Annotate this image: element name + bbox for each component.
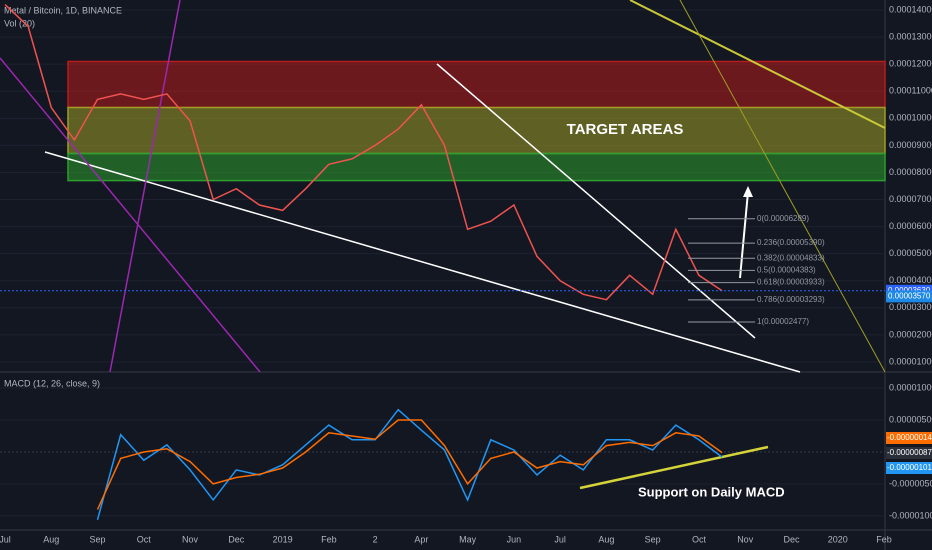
fib-label: 0.786(0.00003293) [757, 295, 825, 304]
y-tick-label: 0.00011000 [889, 86, 932, 96]
y-tick-label: 0.00005000 [889, 248, 932, 258]
x-tick-label: Dec [228, 534, 245, 544]
x-tick-label: Aug [43, 534, 59, 544]
x-tick-label: May [459, 534, 477, 544]
arrow [739, 191, 749, 279]
x-tick-label: Nov [737, 534, 754, 544]
y-tick-label: 0.00012000 [889, 59, 932, 69]
annotation: Support on Daily MACD [638, 484, 785, 499]
x-tick-label: Jul [554, 534, 566, 544]
price-tag-label: 0.00003630 [888, 286, 931, 295]
y-tick-label: 0.00013000 [889, 31, 932, 41]
x-tick-label: Dec [783, 534, 800, 544]
trend-line [436, 63, 756, 339]
fib-label: 0.618(0.00003933) [757, 278, 825, 287]
y-tick-label: 0.00014000 [889, 4, 932, 14]
x-tick-label: Sep [645, 534, 661, 544]
x-tick-label: 2019 [273, 534, 293, 544]
fib-label: 0.236(0.00005390) [757, 238, 825, 247]
arrow-head [743, 186, 753, 197]
x-tick-label: Feb [321, 534, 337, 544]
readout-tag [886, 462, 932, 474]
y-tick-label: 0.00006000 [889, 221, 932, 231]
x-tick-label: Oct [692, 534, 707, 544]
x-tick-label: Sep [90, 534, 106, 544]
y-tick-label: 0.00002000 [889, 329, 932, 339]
indicator-label: MACD (12, 26, close, 9) [4, 378, 100, 388]
y-tick-label: 0.00003000 [889, 302, 932, 312]
y-tick-label: 0.00010000 [889, 113, 932, 123]
x-tick-label: Jun [507, 534, 522, 544]
target-zone [67, 106, 886, 155]
annotation: TARGET AREAS [567, 121, 684, 138]
target-zone [67, 60, 886, 109]
x-tick-label: Feb [876, 534, 892, 544]
trend-line [629, 0, 886, 129]
x-tick-label: Aug [598, 534, 614, 544]
series-line [4, 4, 723, 301]
readout-label: -0.00000087 [887, 448, 932, 457]
y-tick-label: 0.00001000 [889, 356, 932, 366]
x-tick-label: 2020 [828, 534, 848, 544]
x-tick-label: Nov [182, 534, 199, 544]
x-tick-label: 2 [373, 534, 378, 544]
fib-label: 0(0.00006289) [757, 214, 809, 223]
readout-label: -0.00000014 [887, 433, 932, 442]
readout-label: -0.00000101 [887, 463, 932, 472]
target-zone [67, 152, 886, 182]
x-tick-label: Oct [137, 534, 152, 544]
series-line [96, 419, 723, 510]
support-line [579, 445, 769, 490]
indicator-label: Vol (20) [4, 18, 35, 28]
y-tick-label: 0.00004000 [889, 275, 932, 285]
x-tick-label: Apr [414, 534, 428, 544]
fib-label: 1(0.00002477) [757, 317, 809, 326]
x-tick-label: Jul [0, 534, 11, 544]
price-tag-label: 0.00003570 [888, 292, 931, 301]
trend-line [44, 151, 801, 373]
y-tick-label: 0.00008000 [889, 167, 932, 177]
fib-label: 0.5(0.00004383) [757, 265, 816, 274]
y-tick-label: 0.00000500 [889, 414, 932, 424]
y-tick-label: 0.00009000 [889, 140, 932, 150]
trend-line [0, 57, 261, 373]
fib-label: 0.382(0.00004833) [757, 253, 825, 262]
y-tick-label: -0.00000500 [889, 478, 932, 488]
y-tick-label: 0.00001000 [889, 382, 932, 392]
readout-tag [886, 432, 932, 444]
trend-line [109, 0, 181, 373]
y-tick-label: 0.00007000 [889, 194, 932, 204]
price-tag [886, 290, 932, 303]
chart-title: Metal / Bitcoin, 1D, BINANCE [4, 5, 122, 15]
readout-tag [886, 447, 932, 459]
y-tick-label: -0.00001000 [889, 510, 932, 520]
trend-line [679, 0, 886, 373]
